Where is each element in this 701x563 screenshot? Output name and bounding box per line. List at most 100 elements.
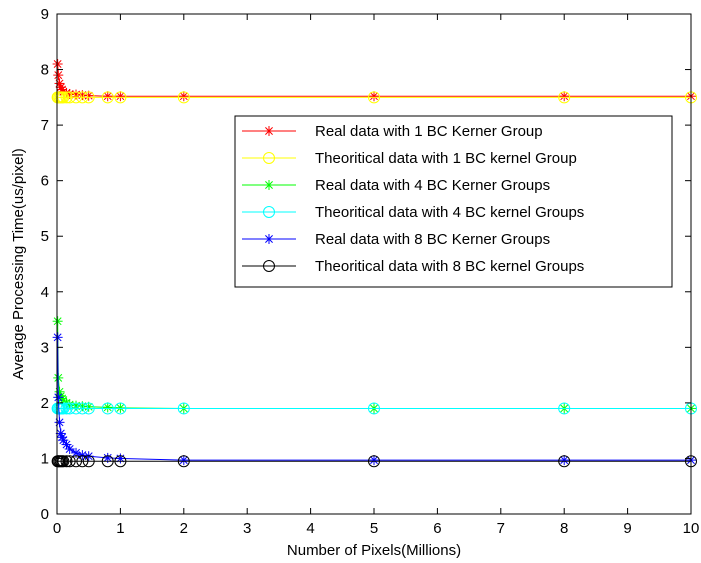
ticks-layer: 0 1 2 3 4 5 6 7 8 9 10 0 1 2 3 4 5 6 7 8 9 <box>41 6 700 537</box>
x-tick-label: 1 <box>116 520 124 537</box>
series-5-point <box>178 455 189 466</box>
y-tick-label: 4 <box>41 284 49 301</box>
x-tick-label: 2 <box>180 520 188 537</box>
series-1-point <box>178 91 189 102</box>
series-5-point <box>54 417 65 428</box>
y-tick-label: 6 <box>41 173 49 190</box>
legend-swatch-marker <box>263 152 275 164</box>
series-4-point <box>76 402 89 415</box>
series-6-point <box>70 455 83 468</box>
series-6-point <box>177 455 190 468</box>
legend-entries: Real data with 1 BC Kerner Group Theoriti… <box>242 123 584 275</box>
series-1-point <box>369 91 379 102</box>
series-2-point <box>76 91 89 104</box>
series-6-point <box>76 455 89 468</box>
y-tick-label: 7 <box>41 117 49 134</box>
legend-swatch-marker <box>263 260 275 272</box>
series-2-point <box>57 91 70 104</box>
series-2 <box>51 91 697 104</box>
y-tick-label: 1 <box>41 450 49 467</box>
series-6-point <box>368 455 380 468</box>
series-6-point <box>82 455 95 468</box>
series-2-point <box>558 91 571 104</box>
series-5-point <box>369 455 379 466</box>
series-2-point <box>101 91 114 104</box>
series-4-point <box>177 402 190 415</box>
legend-label: Theoritical data with 4 BC kernel Groups <box>315 204 584 221</box>
x-tick-label: 9 <box>623 520 631 537</box>
legend-swatch-marker <box>263 206 275 218</box>
y-axis-label: Average Processing Time(us/pixel) <box>10 148 27 380</box>
series-6-point <box>114 455 127 468</box>
y-tick-label: 0 <box>41 506 49 523</box>
legend-swatch-marker <box>264 126 274 136</box>
series-3-point <box>115 402 126 413</box>
series-4-point <box>63 402 76 415</box>
series-2-point <box>82 91 95 104</box>
legend-box <box>234 115 673 288</box>
series-4-point <box>558 402 571 415</box>
series-4-point <box>57 402 70 415</box>
x-tick-label: 0 <box>53 520 61 537</box>
series-6-point <box>63 455 76 468</box>
series-2-point <box>368 91 380 104</box>
legend-swatch-marker <box>264 180 274 190</box>
series-4-point <box>70 402 83 415</box>
legend-label: Theoritical data with 1 BC kernel Group <box>315 150 577 167</box>
x-tick-label: 7 <box>497 520 505 537</box>
y-tick-label: 5 <box>41 228 49 245</box>
series-1-point <box>102 91 113 102</box>
series-1-point <box>115 91 126 102</box>
series-3-point <box>52 316 63 327</box>
x-tick-label: 4 <box>306 520 314 537</box>
legend-item-6: Theoritical data with 8 BC kernel Groups <box>242 258 584 275</box>
series-2-point <box>177 91 190 104</box>
series-5-point <box>53 392 64 403</box>
series-6-point <box>60 455 73 468</box>
series-1-point <box>53 70 64 81</box>
series-4-point <box>82 402 95 415</box>
y-tick-label: 9 <box>41 6 49 23</box>
series-4-point <box>60 402 73 415</box>
series-2-point <box>114 91 127 104</box>
x-tick-label: 6 <box>433 520 441 537</box>
legend-item-2: Theoritical data with 1 BC kernel Group <box>242 150 577 167</box>
series-5-point <box>115 453 126 464</box>
series-6-point <box>101 455 114 468</box>
series-3-point <box>102 402 113 413</box>
y-tick-label: 3 <box>41 339 49 356</box>
series-layer <box>51 59 697 468</box>
legend-label: Real data with 1 BC Kerner Group <box>315 123 543 140</box>
legend-item-1: Real data with 1 BC Kerner Group <box>242 123 543 140</box>
series-6-point <box>558 455 571 468</box>
series-1-point <box>559 91 570 102</box>
y-tick-label: 2 <box>41 395 49 412</box>
legend: Real data with 1 BC Kerner Group Theoriti… <box>234 115 673 288</box>
y-tick-label: 8 <box>41 62 49 79</box>
x-axis-label: Number of Pixels(Millions) <box>287 542 461 559</box>
legend-label: Real data with 4 BC Kerner Groups <box>315 177 550 194</box>
x-tick-label: 10 <box>683 520 700 537</box>
series-4-point <box>368 402 380 415</box>
legend-item-3: Real data with 4 BC Kerner Groups <box>242 177 550 194</box>
legend-swatch-marker <box>264 234 274 244</box>
series-4-point <box>101 402 114 415</box>
series-2-point <box>63 91 76 104</box>
x-tick-label: 3 <box>243 520 251 537</box>
series-2-point <box>60 91 73 104</box>
series-2-point <box>70 91 83 104</box>
legend-label: Real data with 8 BC Kerner Groups <box>315 231 550 248</box>
legend-item-4: Theoritical data with 4 BC kernel Groups <box>242 204 584 221</box>
series-4-point <box>114 402 127 415</box>
legend-label: Theoritical data with 8 BC kernel Groups <box>315 258 584 275</box>
series-5-point <box>559 455 570 466</box>
series-5-point <box>64 444 75 454</box>
series-5-point <box>52 332 63 343</box>
legend-item-5: Real data with 8 BC Kerner Groups <box>242 231 550 248</box>
series-1-point <box>52 59 63 69</box>
series-6-point <box>57 455 70 468</box>
x-tick-label: 8 <box>560 520 568 537</box>
series-5 <box>52 332 696 466</box>
x-tick-label: 5 <box>370 520 378 537</box>
